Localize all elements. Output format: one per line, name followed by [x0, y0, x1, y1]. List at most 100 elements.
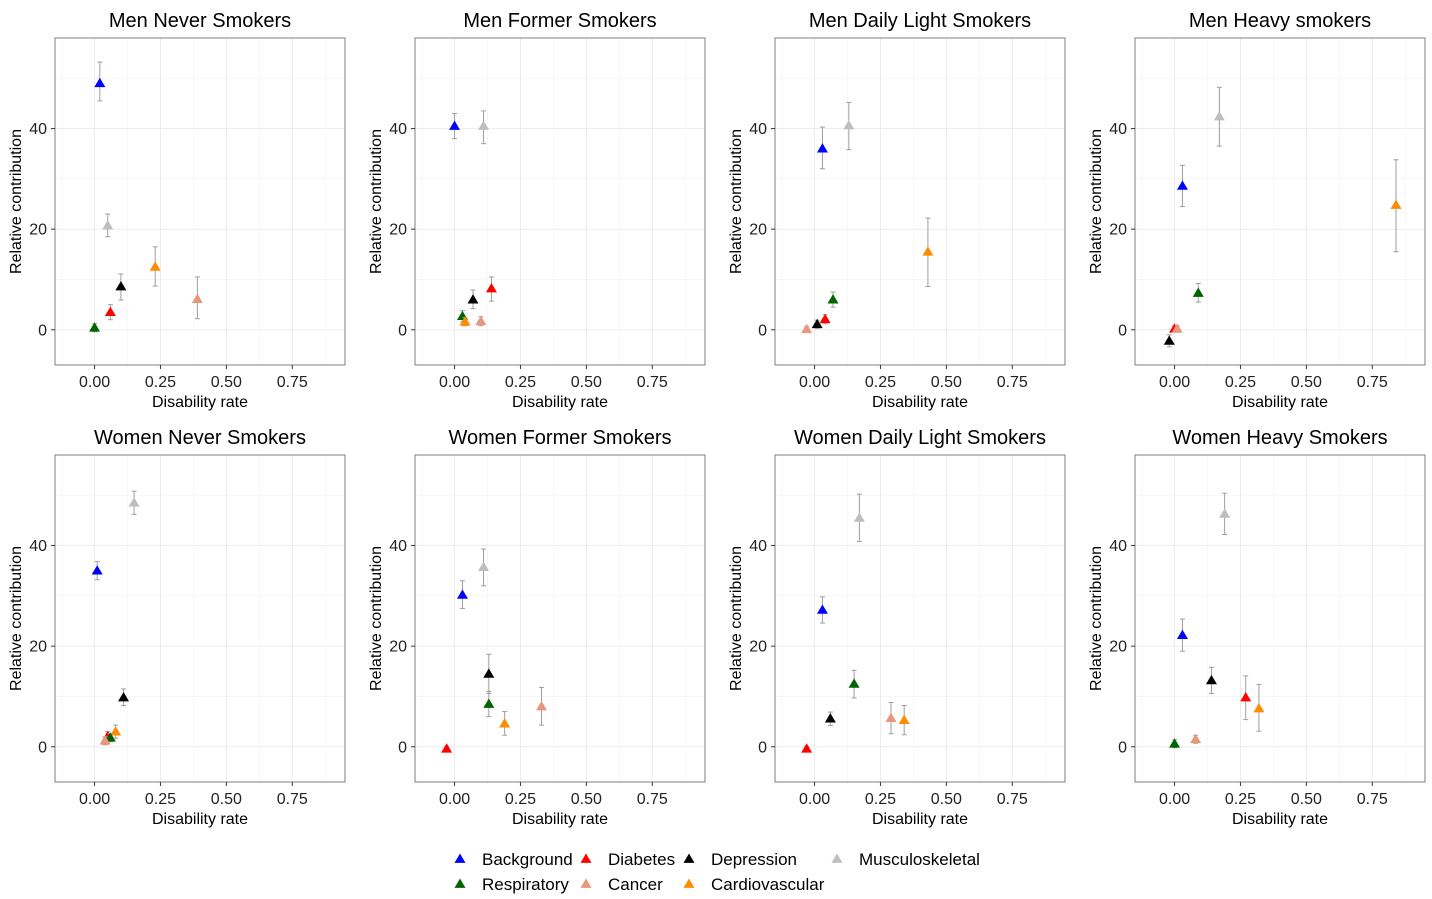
x-axis-label: Disability rate	[1232, 394, 1328, 411]
x-tick-label: 0.75	[277, 374, 308, 391]
data-point-cancer	[536, 701, 548, 711]
x-tick-label: 0.25	[865, 791, 896, 808]
legend-marker-background	[454, 853, 466, 863]
panel-title: Men Never Smokers	[109, 10, 291, 32]
data-point-musculoskeletal	[478, 561, 490, 572]
data-point-diabetes	[104, 306, 116, 317]
panel-5: Women Never Smokers 0.00 0.25 0.50 0.75 0 20 40…	[8, 427, 346, 828]
x-tick-label: 0.75	[997, 791, 1028, 808]
data-point-depression	[811, 318, 823, 329]
panel-8: Women Heavy Smokers 0.00 0.25 0.50 0.75 0 20 40…	[1088, 427, 1426, 828]
x-tick-label: 0.50	[931, 791, 962, 808]
data-point-depression	[118, 691, 130, 702]
legend-label: Respiratory	[482, 875, 569, 894]
y-tick-label: 0	[398, 322, 407, 339]
data-point-musculoskeletal	[1219, 508, 1231, 518]
panel-7: Women Daily Light Smokers 0.00 0.25 0.50 0.7…	[728, 427, 1066, 828]
y-tick-label: 0	[758, 739, 767, 756]
y-tick-label: 40	[389, 538, 407, 555]
legend-label: Depression	[711, 850, 797, 869]
panel-border	[1134, 37, 1426, 366]
y-tick-label: 20	[749, 222, 767, 239]
x-axis-label: Disability rate	[1232, 811, 1328, 828]
data-point-cardiovascular	[922, 246, 934, 256]
x-tick-label: 0.75	[637, 791, 668, 808]
x-tick-label: 0.50	[211, 791, 242, 808]
data-point-cancer	[1190, 733, 1202, 744]
y-tick-label: 0	[1118, 322, 1127, 339]
panel-3: Men Daily Light Smokers 0.00 0.25 0.50 0.75 0…	[728, 10, 1066, 411]
data-point-cancer	[475, 315, 487, 326]
data-point-respiratory	[848, 678, 860, 688]
data-point-cardiovascular	[1390, 199, 1402, 209]
x-tick-label: 0.00	[799, 791, 830, 808]
x-tick-label: 0.75	[277, 791, 308, 808]
data-point-cancer	[801, 323, 813, 334]
data-point-respiratory	[104, 732, 116, 742]
y-tick-label: 20	[749, 639, 767, 656]
x-tick-label: 0.00	[1159, 791, 1190, 808]
x-tick-label: 0.00	[79, 791, 110, 808]
y-tick-label: 0	[758, 322, 767, 339]
legend-label: Cardiovascular	[711, 875, 825, 894]
y-axis-label: Relative contribution	[1088, 129, 1105, 274]
x-tick-label: 0.00	[439, 374, 470, 391]
data-point-depression	[483, 668, 495, 678]
x-tick-label: 0.50	[571, 374, 602, 391]
legend-label: Cancer	[608, 875, 663, 894]
data-point-cancer	[99, 735, 111, 745]
legend-marker-cardiovascular	[683, 878, 695, 888]
data-point-cardiovascular	[898, 714, 910, 724]
data-point-depression	[824, 713, 836, 723]
y-tick-label: 20	[1109, 222, 1127, 239]
data-point-background	[816, 604, 828, 614]
legend-marker-depression	[683, 853, 695, 863]
y-tick-label: 0	[38, 322, 47, 339]
y-axis-label: Relative contribution	[1088, 546, 1105, 691]
legend-label: Musculoskeletal	[859, 850, 980, 869]
x-tick-label: 0.75	[1357, 374, 1388, 391]
y-axis-label: Relative contribution	[728, 129, 745, 274]
y-tick-label: 0	[398, 739, 407, 756]
y-axis-label: Relative contribution	[368, 129, 385, 274]
x-tick-label: 0.50	[571, 791, 602, 808]
panel-border	[414, 37, 706, 366]
y-axis-label: Relative contribution	[728, 546, 745, 691]
data-point-diabetes	[441, 743, 453, 753]
legend: Background Diabetes Depression Musculoskele…	[454, 850, 980, 894]
y-tick-label: 20	[29, 639, 47, 656]
y-tick-label: 20	[1109, 639, 1127, 656]
x-tick-label: 0.25	[145, 374, 176, 391]
x-axis-label: Disability rate	[152, 394, 248, 411]
panel-title: Men Heavy smokers	[1189, 10, 1371, 32]
y-tick-label: 20	[389, 639, 407, 656]
data-point-musculoskeletal	[1213, 110, 1225, 121]
data-point-respiratory	[827, 294, 839, 304]
y-tick-label: 0	[38, 739, 47, 756]
x-tick-label: 0.00	[799, 374, 830, 391]
panel-border	[414, 454, 706, 783]
data-point-depression	[467, 294, 479, 304]
data-point-diabetes	[819, 313, 831, 324]
panel-border	[774, 454, 1066, 783]
data-point-cancer	[1171, 323, 1183, 333]
y-tick-label: 40	[389, 121, 407, 138]
data-point-cancer	[191, 293, 203, 303]
x-tick-label: 0.25	[505, 374, 536, 391]
y-tick-label: 40	[29, 538, 47, 555]
y-tick-label: 40	[29, 121, 47, 138]
x-tick-label: 0.50	[931, 374, 962, 391]
data-point-musculoskeletal	[478, 120, 490, 130]
data-point-background	[456, 589, 468, 599]
x-tick-label: 0.25	[505, 791, 536, 808]
x-tick-label: 0.50	[211, 374, 242, 391]
data-point-cardiovascular	[1253, 703, 1265, 713]
y-tick-label: 20	[29, 222, 47, 239]
x-axis-label: Disability rate	[872, 394, 968, 411]
y-tick-label: 40	[1109, 538, 1127, 555]
data-point-diabetes	[485, 283, 497, 293]
data-point-respiratory	[1192, 287, 1204, 297]
data-point-cardiovascular	[149, 261, 161, 271]
x-axis-label: Disability rate	[512, 811, 608, 828]
data-point-diabetes	[801, 743, 813, 753]
